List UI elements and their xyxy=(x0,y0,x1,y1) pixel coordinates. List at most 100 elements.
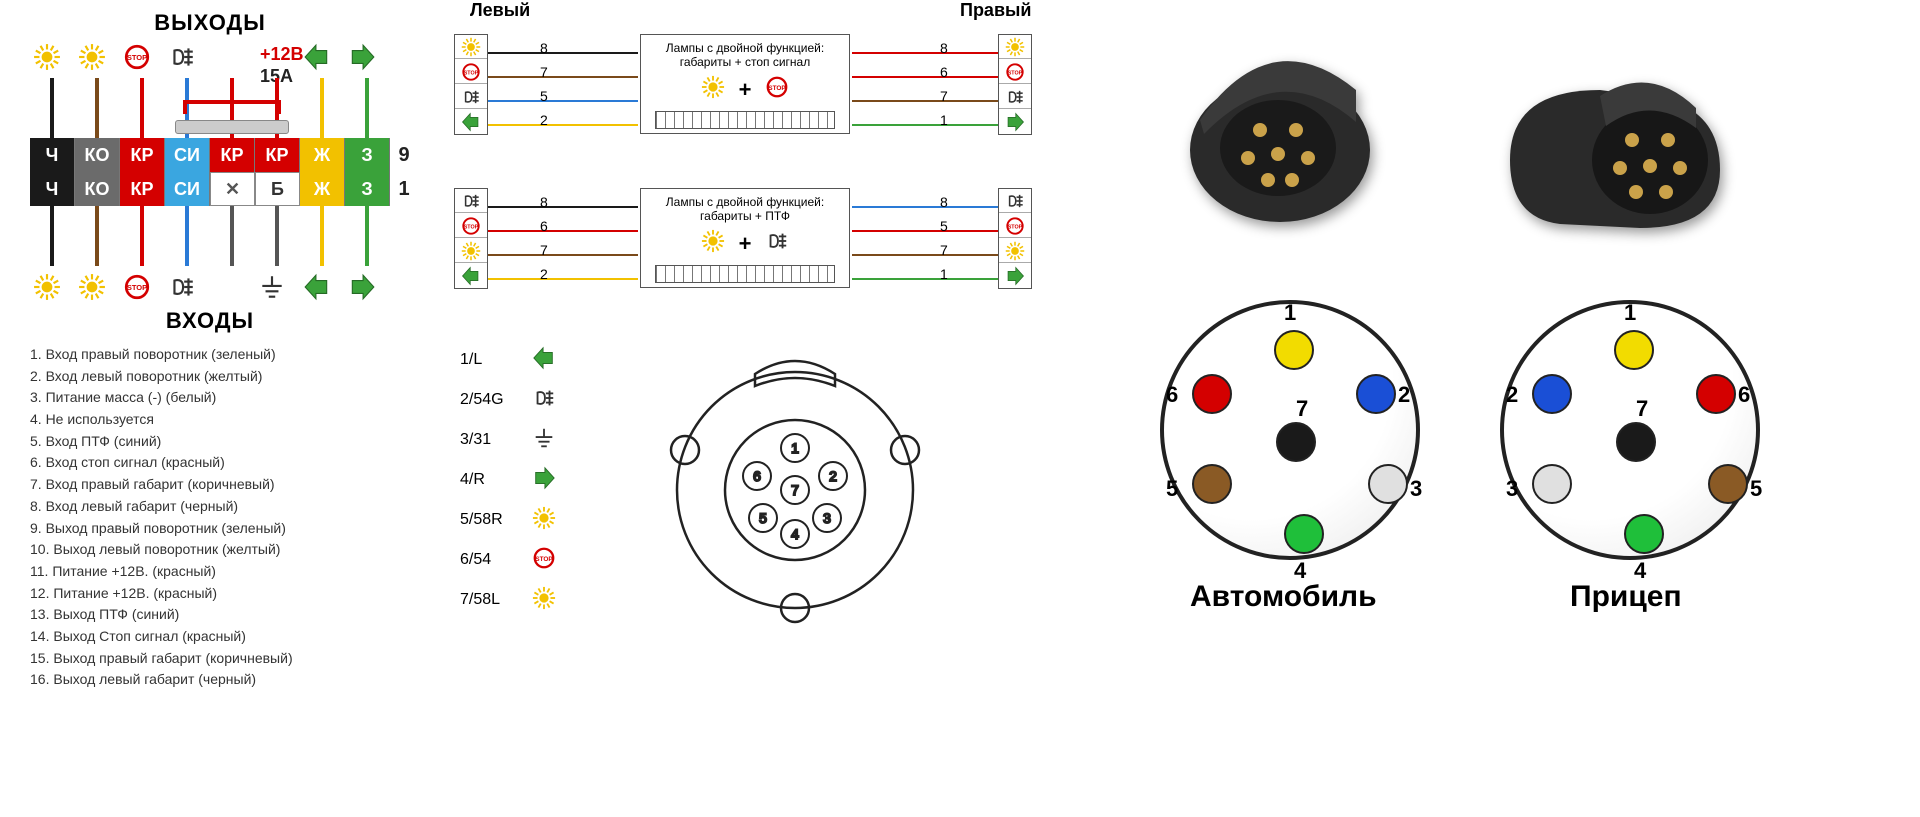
svg-text:2: 2 xyxy=(829,468,837,484)
color-cell: КР xyxy=(210,138,255,172)
socket-pin-number: 7 xyxy=(1636,396,1648,422)
fuse-body-icon xyxy=(175,120,289,134)
wire xyxy=(852,254,998,256)
socket-pin xyxy=(1624,514,1664,554)
pin-legend-label: 7/58L xyxy=(460,591,516,609)
plus-sign: + xyxy=(739,77,752,103)
sun-icon xyxy=(75,270,109,304)
socket-pin xyxy=(1356,374,1396,414)
wire xyxy=(140,206,144,266)
wire xyxy=(488,100,638,102)
outputs-heading: ВЫХОДЫ xyxy=(30,10,390,36)
sun-icon xyxy=(455,239,487,263)
socket-pin xyxy=(1276,422,1316,462)
wire xyxy=(230,206,234,266)
svg-text:STOP: STOP xyxy=(1008,70,1023,76)
trailer-label: Прицеп xyxy=(1570,580,1682,614)
wire xyxy=(320,78,324,138)
socket-pin xyxy=(1192,464,1232,504)
arrow-r-icon xyxy=(999,264,1031,288)
fog-icon xyxy=(165,40,199,74)
socket-pin-number: 2 xyxy=(1398,382,1410,408)
left-light-stack-1: STOP xyxy=(454,34,488,135)
wire xyxy=(275,206,279,266)
svg-text:STOP: STOP xyxy=(464,70,479,76)
none-icon xyxy=(210,270,244,304)
arrow-l-icon xyxy=(300,270,334,304)
color-cell: КР xyxy=(120,138,165,172)
color-cell: КО xyxy=(75,172,120,206)
wiring-diagram-1: STOP STOP Лампы с двойной функцией: габа… xyxy=(440,30,1080,170)
wire xyxy=(488,230,638,232)
connector-diagram: 1234567 xyxy=(640,330,950,630)
legend-item: 16. Выход левый габарит (черный) xyxy=(30,669,440,691)
svg-text:STOP: STOP xyxy=(127,53,147,62)
svg-text:STOP: STOP xyxy=(535,555,553,562)
arrow-r-icon xyxy=(345,270,379,304)
pin-legend-row: 4/R xyxy=(460,460,556,500)
wire-number: 1 xyxy=(940,266,948,282)
right-light-stack-2: STOP xyxy=(998,188,1032,289)
socket-pin xyxy=(1696,374,1736,414)
wire-number: 7 xyxy=(940,242,948,258)
wire xyxy=(320,206,324,266)
stop-icon: STOP xyxy=(999,60,1031,84)
bottom-wire-stage xyxy=(30,206,440,266)
wire xyxy=(488,206,638,208)
socket-pin-number: 1 xyxy=(1624,300,1636,326)
pin-legend-row: 5/58R xyxy=(460,500,556,540)
wire xyxy=(365,206,369,266)
wire xyxy=(852,206,998,208)
arrow-l-icon xyxy=(300,40,334,74)
legend-item: 13. Выход ПТФ (синий) xyxy=(30,604,440,626)
sun-icon xyxy=(532,506,556,535)
socket-pin xyxy=(1368,464,1408,504)
legend-item: 7. Вход правый габарит (коричневый) xyxy=(30,474,440,496)
wire-number: 7 xyxy=(540,242,548,258)
legend-item: 15. Выход правый габарит (коричневый) xyxy=(30,648,440,670)
pin-legend-row: 7/58L xyxy=(460,580,556,620)
wire xyxy=(488,124,638,126)
socket-pin-number: 6 xyxy=(1166,382,1178,408)
pin-legend-row: 6/54STOP xyxy=(460,540,556,580)
wiring-diagram-2: STOP STOP Лампы с двойной функцией: габа… xyxy=(440,184,1080,324)
wire-number: 7 xyxy=(540,64,548,80)
socket-pin xyxy=(1192,374,1232,414)
trailer-plug-photo xyxy=(1490,40,1730,240)
center-panel: Левый Правый STOP STOP Лампы с двойной ф… xyxy=(440,0,1080,817)
socket-pin xyxy=(1616,422,1656,462)
none-icon xyxy=(210,40,244,74)
fog-icon xyxy=(455,189,487,213)
wire xyxy=(50,78,54,138)
pin-legend-label: 3/31 xyxy=(460,431,516,449)
wire-number: 2 xyxy=(540,266,548,282)
socket-pin xyxy=(1708,464,1748,504)
socket-pin-number: 5 xyxy=(1750,476,1762,502)
legend-item: 11. Питание +12В. (красный) xyxy=(30,561,440,583)
legend-item: 4. Не используется xyxy=(30,409,440,431)
wire xyxy=(852,52,998,54)
color-cell: З xyxy=(345,138,390,172)
legend-item: 8. Вход левый габарит (черный) xyxy=(30,496,440,518)
right-light-stack-1: STOP xyxy=(998,34,1032,135)
wire-number: 6 xyxy=(940,64,948,80)
color-cell: Ж xyxy=(300,138,345,172)
sun-icon xyxy=(999,35,1031,59)
lamp-box-1-caption: Лампы с двойной функцией: габариты + сто… xyxy=(645,41,845,69)
sun-icon xyxy=(455,35,487,59)
wire-number: 8 xyxy=(540,194,548,210)
svg-text:7: 7 xyxy=(791,482,799,498)
color-cell: КО xyxy=(75,138,120,172)
wire xyxy=(852,230,998,232)
sun-icon xyxy=(701,75,725,105)
legend-item: 14. Выход Стоп сигнал (красный) xyxy=(30,626,440,648)
fuse-voltage-label: +12В xyxy=(260,44,304,65)
pin-legend-row: 1/L xyxy=(460,340,556,380)
stop-icon: STOP xyxy=(532,546,556,575)
stop-icon: STOP xyxy=(120,270,154,304)
wire xyxy=(185,206,189,266)
color-cell: Ч xyxy=(30,138,75,172)
wire-number: 8 xyxy=(940,40,948,56)
wire xyxy=(365,78,369,138)
pin-legend-label: 4/R xyxy=(460,471,516,489)
